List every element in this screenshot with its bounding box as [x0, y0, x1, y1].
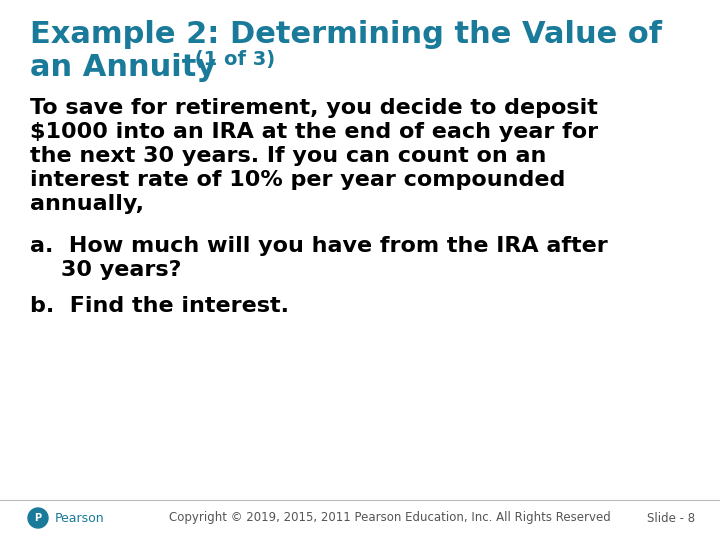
Text: interest rate of 10% per year compounded: interest rate of 10% per year compounded — [30, 170, 565, 190]
Text: Example 2: Determining the Value of: Example 2: Determining the Value of — [30, 20, 662, 49]
Circle shape — [28, 508, 48, 528]
Text: an Annuity: an Annuity — [30, 53, 216, 82]
Text: $1000 into an IRA at the end of each year for: $1000 into an IRA at the end of each yea… — [30, 122, 598, 142]
Text: (1 of 3): (1 of 3) — [188, 50, 275, 69]
Text: Copyright © 2019, 2015, 2011 Pearson Education, Inc. All Rights Reserved: Copyright © 2019, 2015, 2011 Pearson Edu… — [169, 511, 611, 524]
Text: the next 30 years. If you can count on an: the next 30 years. If you can count on a… — [30, 146, 546, 166]
Text: a.  How much will you have from the IRA after: a. How much will you have from the IRA a… — [30, 236, 608, 256]
Text: Pearson: Pearson — [55, 511, 104, 524]
Text: b.  Find the interest.: b. Find the interest. — [30, 296, 289, 316]
Text: To save for retirement, you decide to deposit: To save for retirement, you decide to de… — [30, 98, 598, 118]
Text: 30 years?: 30 years? — [30, 260, 181, 280]
Text: P: P — [35, 513, 42, 523]
Text: Slide - 8: Slide - 8 — [647, 511, 695, 524]
Text: annually,: annually, — [30, 194, 144, 214]
